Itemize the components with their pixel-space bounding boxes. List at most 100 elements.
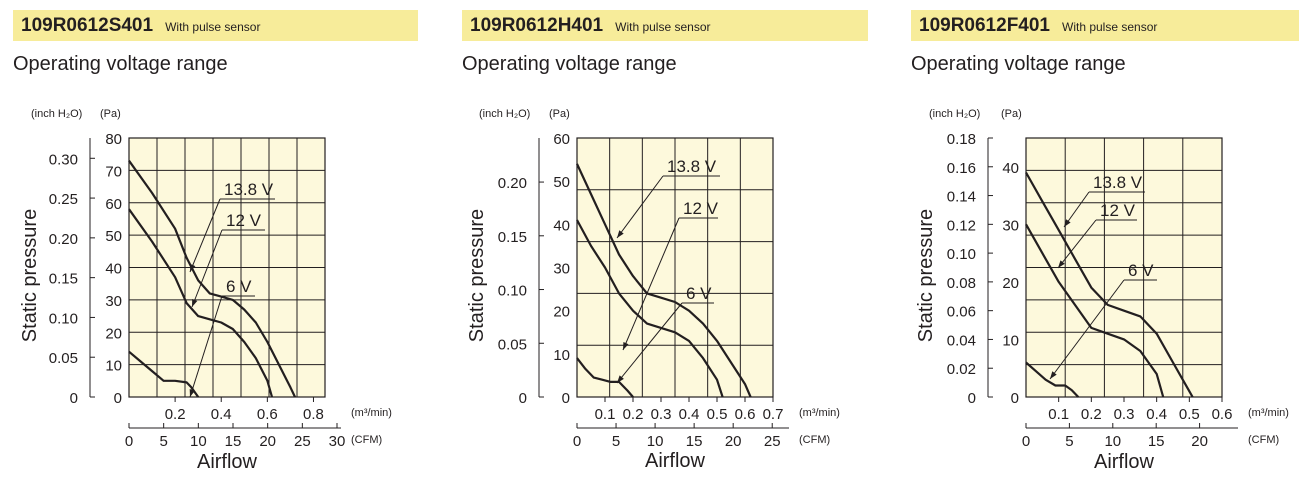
y-unit-inch: (inch H₂O) (929, 108, 980, 120)
y-tick-label-inch: 0 (70, 390, 78, 407)
y-tick-label-pa: 50 (553, 174, 570, 191)
x-tick-label-cfm: 15 (686, 433, 703, 450)
series-line-12V (576, 219, 724, 398)
y-tick-label-inch: 0.12 (947, 217, 976, 234)
series-label: 13.8 V (1093, 173, 1143, 192)
leader-line (189, 295, 223, 398)
x-unit-m3: (m³/min) (799, 407, 840, 419)
series-line-6V (1025, 361, 1080, 398)
y-tick-label-pa: 20 (105, 325, 122, 342)
x-tick-label-m3: 0.4 (679, 406, 700, 423)
y-tick-label-pa: 60 (553, 131, 570, 148)
x-tick-label-cfm: 10 (1104, 433, 1121, 450)
leader-line (191, 229, 223, 308)
series-line-6V (576, 357, 634, 398)
chart-1: 0102030405060708000.050.100.150.200.250.… (19, 108, 392, 473)
x-tick-label-cfm: 0 (573, 433, 581, 450)
y-tick-label-pa: 20 (553, 304, 570, 321)
series-line-6V (128, 350, 200, 398)
x-tick-label-m3: 0.1 (595, 406, 616, 423)
y-tick-label-inch: 0.04 (947, 332, 976, 349)
chart-subtitle: Operating voltage range (911, 53, 1126, 75)
x-tick-label-cfm: 10 (190, 433, 207, 450)
x-unit-cfm: (CFM) (351, 434, 382, 446)
x-tick-label-cfm: 5 (1065, 433, 1073, 450)
y-tick-label-inch: 0.15 (49, 271, 78, 288)
y-tick-label-pa: 10 (553, 347, 570, 364)
series-label: 12 V (683, 199, 719, 218)
series-label: 13.8 V (667, 157, 717, 176)
chart-panel-1: 109R0612S401 With pulse sensor Operating… (0, 0, 430, 493)
x-tick-label-m3: 0.6 (257, 406, 278, 423)
leader-line (616, 175, 664, 239)
y-tick-label-pa: 40 (105, 261, 122, 278)
y-tick-label-inch: 0.06 (947, 304, 976, 321)
leader-line (622, 217, 680, 351)
y-tick-label-pa: 40 (553, 217, 570, 234)
x-tick-label-m3: 0.2 (165, 406, 186, 423)
y-tick-label-inch: 0.18 (947, 131, 976, 148)
y-tick-label-inch: 0.25 (49, 191, 78, 208)
y-tick-label-pa: 80 (105, 131, 122, 148)
leader-line (1057, 219, 1097, 269)
y-tick-label-inch: 0 (968, 390, 976, 407)
x-tick-label-cfm: 25 (764, 433, 781, 450)
series-label: 12 V (1100, 201, 1136, 220)
x-tick-label-m3: 0.4 (1146, 406, 1167, 423)
leader-arrowhead (1058, 260, 1065, 268)
x-tick-label-cfm: 15 (1148, 433, 1165, 450)
y-tick-label-inch: 0.30 (49, 151, 78, 168)
x-tick-label-m3: 0.4 (211, 406, 232, 423)
series-label: 6 V (226, 277, 252, 296)
x-tick-label-m3: 0.3 (651, 406, 672, 423)
model-note: With pulse sensor (1062, 20, 1158, 34)
chart-subtitle: Operating voltage range (462, 53, 677, 75)
y-unit-inch: (inch H₂O) (31, 108, 82, 120)
y-tick-label-inch: 0.05 (498, 336, 527, 353)
x-unit-cfm: (CFM) (1248, 434, 1279, 446)
series-line-12V (128, 208, 274, 398)
x-tick-label-cfm: 0 (1022, 433, 1030, 450)
x-tick-label-cfm: 20 (1191, 433, 1208, 450)
y-tick-label-pa: 30 (105, 293, 122, 310)
x-tick-label-m3: 0.3 (1114, 406, 1135, 423)
chart-subtitle: Operating voltage range (13, 53, 228, 75)
y-tick-label-inch: 0.08 (947, 275, 976, 292)
leader-arrowhead (617, 375, 624, 383)
y-axis-label: Static pressure (466, 209, 488, 342)
x-tick-label-cfm: 10 (647, 433, 664, 450)
x-unit-m3: (m³/min) (351, 407, 392, 419)
y-tick-label-pa: 10 (1002, 332, 1019, 349)
y-tick-label-inch: 0.20 (49, 231, 78, 248)
series-label: 6 V (1128, 261, 1154, 280)
y-tick-label-inch: 0.05 (49, 350, 78, 367)
y-tick-label-pa: 60 (105, 196, 122, 213)
chart-panel-3: 109R0612F401 With pulse sensor Operating… (897, 0, 1299, 493)
y-unit-pa: (Pa) (549, 108, 570, 120)
model-name: 109R0612S401 (21, 14, 154, 36)
leader-arrowhead (189, 389, 195, 397)
y-tick-label-pa: 0 (114, 390, 122, 407)
leader-arrowhead (1050, 371, 1057, 379)
x-tick-label-cfm: 15 (225, 433, 242, 450)
leader-line (1049, 279, 1125, 380)
y-tick-label-pa: 0 (562, 390, 570, 407)
model-banner: 109R0612H401 With pulse sensor (462, 10, 868, 41)
x-tick-label-m3: 0.6 (735, 406, 756, 423)
x-axis-label: Airflow (1094, 451, 1155, 473)
leader-arrowhead (1064, 219, 1071, 227)
x-tick-label-m3: 0.2 (1081, 406, 1102, 423)
y-tick-label-inch: 0.16 (947, 160, 976, 177)
x-tick-label-m3: 0.5 (1179, 406, 1200, 423)
x-tick-label-m3: 0.6 (1212, 406, 1233, 423)
model-banner: 109R0612S401 With pulse sensor (13, 10, 418, 41)
y-tick-label-pa: 20 (1002, 275, 1019, 292)
y-tick-label-inch: 0.02 (947, 361, 976, 378)
x-axis-label: Airflow (197, 451, 258, 473)
model-banner: 109R0612F401 With pulse sensor (911, 10, 1299, 41)
model-name: 109R0612H401 (470, 14, 604, 36)
x-tick-label-cfm: 25 (294, 433, 311, 450)
x-tick-label-cfm: 5 (612, 433, 620, 450)
series-label: 12 V (226, 211, 262, 230)
y-unit-inch: (inch H₂O) (479, 108, 530, 120)
